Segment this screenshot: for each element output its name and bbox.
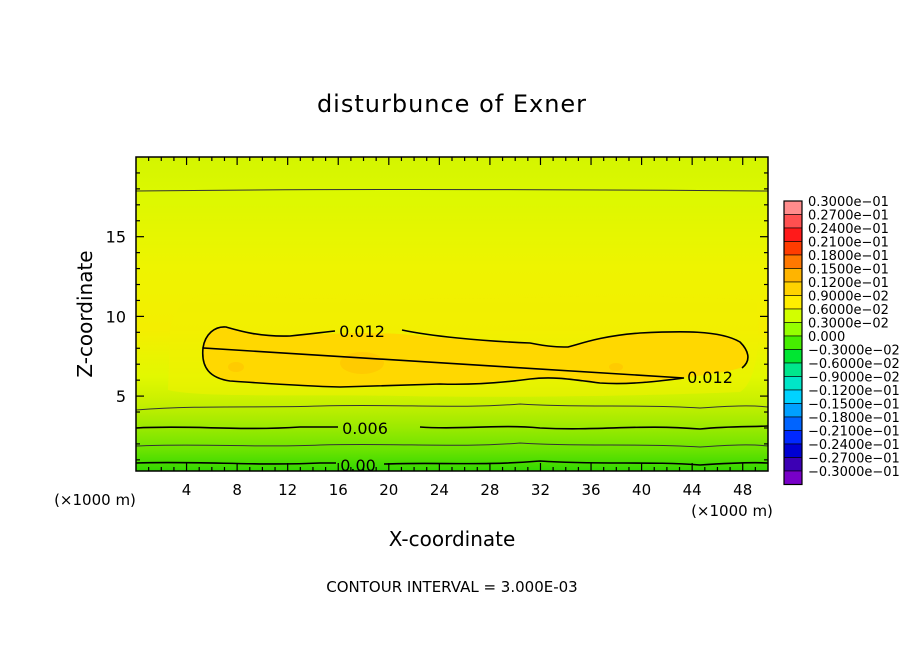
contour-line-0.00 (136, 460, 768, 466)
y-tick-label: 15 (106, 228, 126, 247)
colorbar-label: 0.2400e−01 (808, 222, 889, 237)
colorbar-label: −0.6000e−02 (808, 357, 900, 372)
x-tick-label: 40 (632, 481, 651, 499)
contour-line-top (136, 189, 768, 192)
colorbar-swatch (783, 281, 803, 296)
x-tick-label: 32 (531, 481, 550, 499)
contour-line-0.006 (136, 425, 768, 430)
contour-label: 0.012 (687, 368, 733, 387)
colorbar-swatch (783, 349, 803, 364)
contour-line-low-a (136, 403, 768, 411)
x-tick-label: 48 (733, 481, 752, 499)
colorbar-label: −0.3000e−02 (808, 344, 900, 359)
field-core-max-2 (340, 352, 384, 374)
x-unit-label: (×1000 m) (691, 502, 773, 520)
contour-label: 0.012 (339, 322, 385, 341)
x-tick-label: 44 (683, 481, 702, 499)
colorbar-label: −0.1800e−01 (808, 411, 900, 426)
colorbar-swatch (783, 322, 803, 337)
y-tick-label: 5 (116, 387, 126, 406)
colorbar-swatch (783, 254, 803, 269)
y-unit-label: (×1000 m) (54, 491, 136, 509)
colorbar-label: −0.2400e−01 (808, 438, 900, 453)
colorbar-frame (783, 200, 803, 486)
colorbar-swatch (783, 241, 803, 256)
colorbar-swatch (783, 200, 803, 215)
colorbar: 0.3000e−010.2700e−010.2400e−010.2100e−01… (783, 195, 900, 486)
colorbar-label: 0.1200e−01 (808, 276, 889, 291)
colorbar-swatch (783, 376, 803, 391)
contour-line-0.012 (201, 326, 749, 388)
x-tick-labels: 4 8 12 16 20 24 28 32 36 40 44 48 (182, 481, 752, 499)
colorbar-swatch (783, 335, 803, 350)
colorbar-label: 0.9000e−02 (808, 290, 889, 305)
x-tick-label: 12 (278, 481, 297, 499)
colorbar-label: −0.1500e−01 (808, 398, 900, 413)
contour-interval-note: CONTOUR INTERVAL = 3.000E-03 (326, 578, 577, 596)
colorbar-label: −0.1200e−01 (808, 384, 900, 399)
colorbar-swatch (783, 295, 803, 310)
x-tick-label: 8 (232, 481, 242, 499)
field-core-max-3 (609, 363, 623, 371)
x-tick-label: 28 (480, 481, 499, 499)
colorbar-swatch (783, 430, 803, 445)
colorbar-label: 0.2700e−01 (808, 209, 889, 224)
chart-title: disturbunce of Exner (317, 90, 587, 118)
y-tick-label: 10 (106, 307, 126, 326)
axis-ticks (136, 157, 768, 471)
colorbar-swatch (783, 470, 803, 485)
colorbar-label: −0.9000e−02 (808, 371, 900, 386)
contour-label: 0.006 (342, 419, 388, 438)
colorbar-swatch (783, 416, 803, 431)
field-core-max-1 (228, 362, 244, 372)
y-tick-labels: 5 10 15 (106, 228, 126, 406)
colorbar-swatch (783, 389, 803, 404)
contour-label: 0.00 (340, 456, 376, 475)
colorbar-swatch (783, 268, 803, 283)
y-axis-label: Z-coordinate (73, 250, 97, 377)
colorbar-swatch (783, 443, 803, 458)
colorbar-swatch (783, 362, 803, 377)
x-axis-label: X-coordinate (389, 527, 516, 551)
colorbar-label: 0.1500e−01 (808, 263, 889, 278)
colorbar-swatch (783, 457, 803, 472)
colorbar-label: 0.1800e−01 (808, 249, 889, 264)
x-tick-label: 16 (329, 481, 348, 499)
x-tick-label: 4 (182, 481, 192, 499)
x-tick-label: 36 (581, 481, 600, 499)
colorbar-label: −0.2700e−01 (808, 452, 900, 467)
colorbar-swatch (783, 214, 803, 229)
colorbar-label: −0.3000e−01 (808, 465, 900, 480)
colorbar-swatch (783, 227, 803, 242)
contour-line-low-b (136, 442, 768, 448)
x-tick-label: 24 (430, 481, 449, 499)
plot-area: 0.012 0.012 0.006 0.00 (136, 157, 768, 475)
colorbar-label: 0.6000e−02 (808, 303, 889, 318)
colorbar-swatch (783, 308, 803, 323)
colorbar-label: 0.000 (808, 330, 845, 345)
field-region-core (202, 326, 748, 387)
colorbar-label: 0.3000e−01 (808, 195, 889, 210)
colorbar-label: −0.2100e−01 (808, 425, 900, 440)
x-tick-label: 20 (379, 481, 398, 499)
colorbar-label: 0.2100e−01 (808, 236, 889, 251)
colorbar-label: 0.3000e−02 (808, 317, 889, 332)
colorbar-swatch (783, 403, 803, 418)
